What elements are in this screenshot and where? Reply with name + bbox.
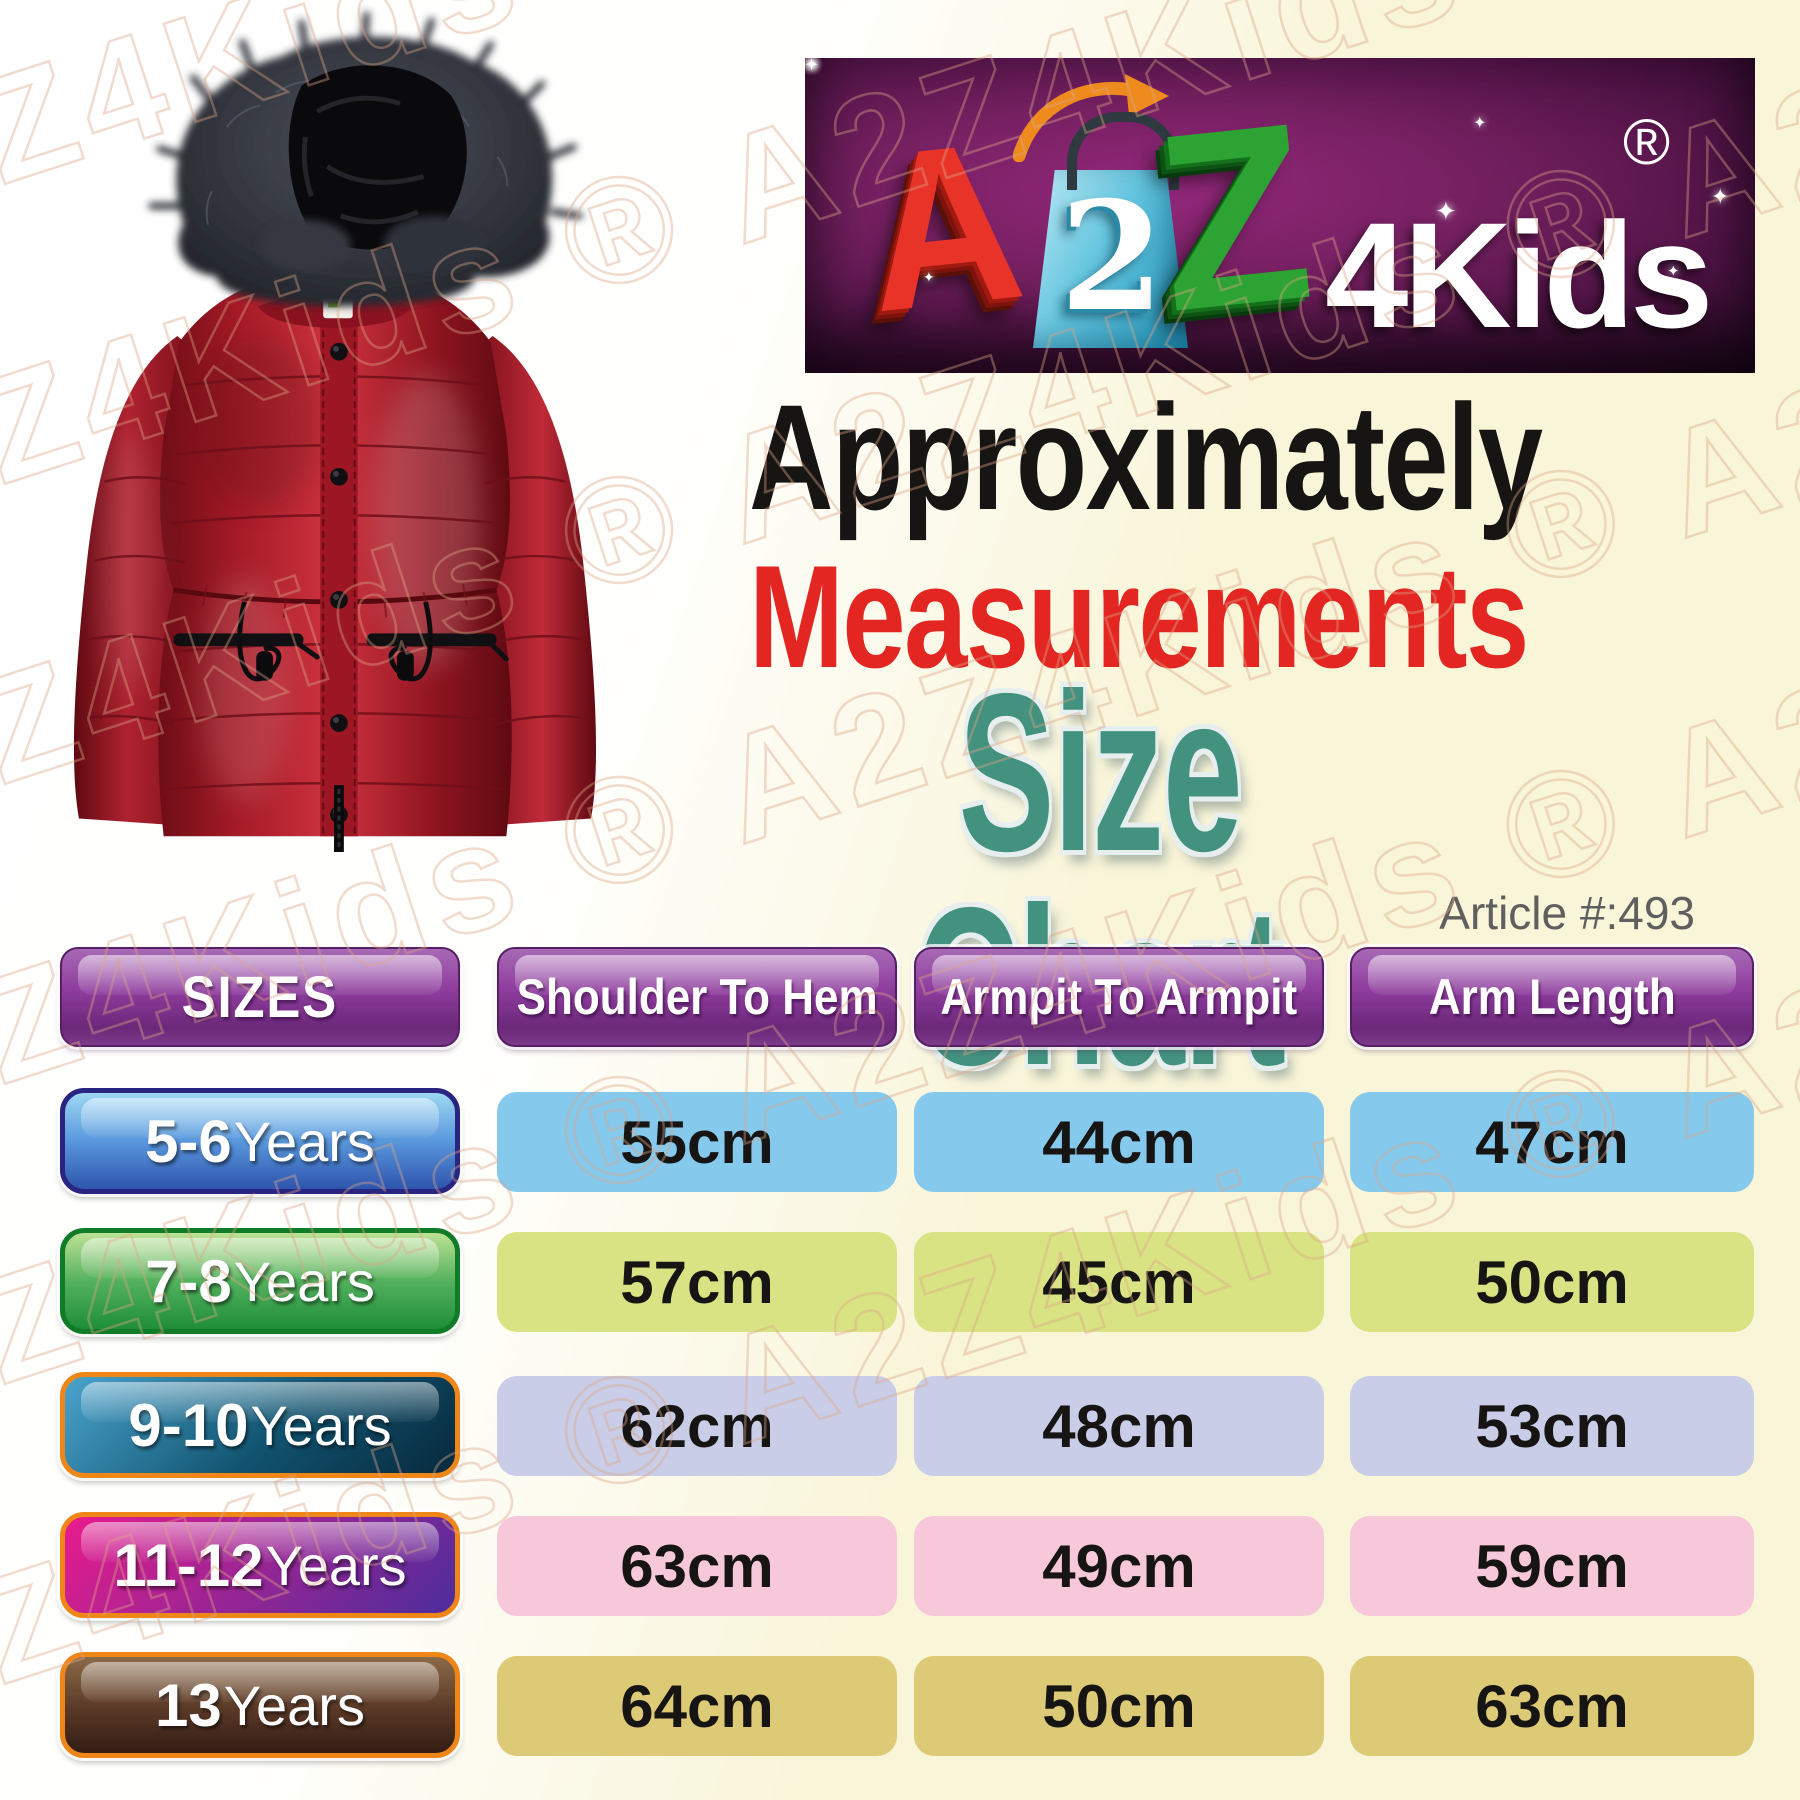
shopping-bag-icon	[1033, 170, 1188, 348]
sparkle-icon: ✦	[805, 57, 819, 74]
size-pill-5-6-years: 5-6 Years	[60, 1088, 460, 1194]
logo-letter-z: Z	[1145, 70, 1323, 365]
size-years: Years	[250, 1393, 392, 1457]
table-row: 9-10 Years 62cm 48cm 53cm	[0, 1372, 1800, 1490]
sparkle-icon: ✦	[805, 57, 819, 74]
headline-approximately: Approximately	[749, 373, 1543, 541]
table-row: 5-6 Years 55cm 44cm 47cm	[0, 1088, 1800, 1206]
sparkle-icon: ✦	[1711, 184, 1730, 209]
table-row: 7-8 Years 57cm 45cm 50cm	[0, 1228, 1800, 1346]
size-years: Years	[233, 1109, 375, 1173]
size-age: 9-10	[128, 1391, 249, 1459]
header-arm-label: Arm Length	[1428, 969, 1676, 1025]
table-row: 13 Years 64cm 50cm 63cm	[0, 1652, 1800, 1770]
table-header-row: SIZES Shoulder To Hem Armpit To Armpit A…	[0, 947, 1800, 1065]
sparkle-icon: ✦	[1435, 196, 1457, 226]
cell-arm-length: 50cm	[1350, 1232, 1754, 1332]
article-number: Article #:493	[1439, 887, 1695, 939]
cell-arm-length: 47cm	[1350, 1092, 1754, 1192]
header-shoulder-to-hem: Shoulder To Hem	[497, 947, 897, 1047]
sparkle-icon: ✦	[923, 269, 935, 285]
cell-arm-length: 59cm	[1350, 1516, 1754, 1616]
header-arm-length: Arm Length	[1350, 947, 1754, 1047]
size-age: 7-8	[145, 1247, 232, 1315]
size-pill-13-years: 13 Years	[60, 1652, 460, 1758]
header-armpit-to-armpit: Armpit To Armpit	[914, 947, 1324, 1047]
size-years: Years	[223, 1673, 365, 1737]
logo-letter-a: A	[855, 92, 1034, 360]
header-armpit-label: Armpit To Armpit	[940, 969, 1298, 1025]
size-pill-9-10-years: 9-10 Years	[60, 1372, 460, 1478]
sparkle-icon: ✦	[805, 57, 819, 74]
size-pill-11-12-years: 11-12 Years	[60, 1512, 460, 1618]
size-years: Years	[265, 1533, 407, 1597]
header-sizes: SIZES	[60, 947, 460, 1047]
sparkle-icon: ✦	[1473, 115, 1487, 132]
arrow-icon	[1013, 74, 1169, 162]
cell-shoulder-to-hem: 57cm	[497, 1232, 897, 1332]
size-pill-7-8-years: 7-8 Years	[60, 1228, 460, 1334]
registered-trademark-icon: ®	[1623, 106, 1671, 178]
cell-shoulder-to-hem: 64cm	[497, 1656, 897, 1756]
size-age: 13	[155, 1671, 222, 1739]
logo-digit-2: 2	[1059, 169, 1165, 345]
sparkle-icon: ✦	[805, 57, 819, 74]
sparkle-icon: ✦	[805, 57, 819, 74]
cell-shoulder-to-hem: 63cm	[497, 1516, 897, 1616]
size-age: 5-6	[145, 1107, 232, 1175]
size-age: 11-12	[113, 1531, 264, 1599]
cell-armpit-to-armpit: 50cm	[914, 1656, 1324, 1756]
cell-shoulder-to-hem: 55cm	[497, 1092, 897, 1192]
red-puffer-jacket-photo	[73, 11, 597, 853]
header-shoulder-label: Shoulder To Hem	[516, 969, 878, 1025]
cell-arm-length: 63cm	[1350, 1656, 1754, 1756]
cell-armpit-to-armpit: 44cm	[914, 1092, 1324, 1192]
logo-4kids-text: 4Kids	[1325, 191, 1713, 359]
sparkle-icon: ✦	[805, 57, 819, 74]
cell-armpit-to-armpit: 49cm	[914, 1516, 1324, 1616]
headline-measurements: Measurements	[749, 535, 1529, 698]
cell-shoulder-to-hem: 62cm	[497, 1376, 897, 1476]
cell-armpit-to-armpit: 48cm	[914, 1376, 1324, 1476]
brand-logo: A 2 Z 4Kids ® ✦ ✦ ✦ ✦ ✦ ✦ ✦ ✦ ✦ ✦ ✦ ✦	[805, 58, 1755, 373]
cell-armpit-to-armpit: 45cm	[914, 1232, 1324, 1332]
header-sizes-label: SIZES	[181, 964, 339, 1030]
cell-arm-length: 53cm	[1350, 1376, 1754, 1476]
sparkle-icon: ✦	[1667, 263, 1680, 280]
sparkle-icon: ✦	[805, 57, 819, 74]
table-row: 11-12 Years 63cm 49cm 59cm	[0, 1512, 1800, 1630]
shopping-bag-handle-icon	[1067, 112, 1179, 190]
size-years: Years	[233, 1249, 375, 1313]
